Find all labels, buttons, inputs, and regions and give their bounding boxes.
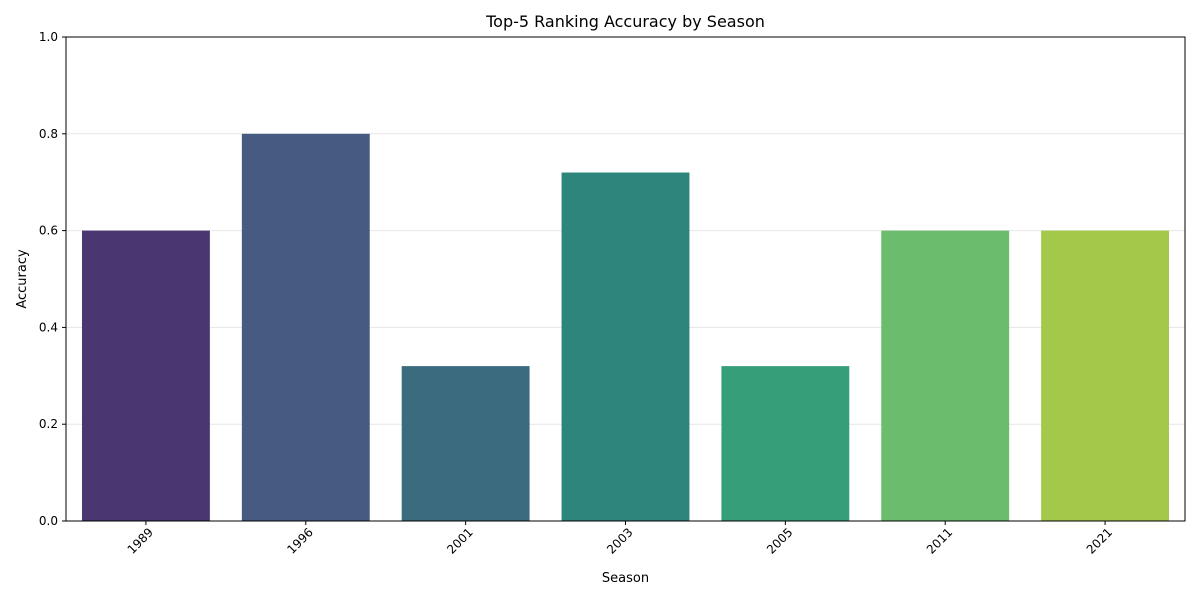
chart-title: Top-5 Ranking Accuracy by Season: [485, 12, 765, 31]
x-tick-label: 2003: [604, 525, 635, 556]
x-tick-label: 2001: [444, 525, 475, 556]
bars: [81, 133, 1170, 522]
y-tick-label: 1.0: [39, 30, 58, 44]
y-tick-label: 0.8: [39, 127, 58, 141]
bar-1996: [241, 133, 370, 522]
x-tick-label: 2005: [764, 525, 795, 556]
y-tick-label: 0.2: [39, 417, 58, 431]
bar-2011: [881, 230, 1010, 521]
bar-2001: [401, 366, 530, 521]
y-axis-ticks: 0.0 0.2 0.4 0.6 0.8 1.0: [39, 30, 66, 528]
x-tick-label: 2011: [924, 525, 955, 556]
bar-2021: [1041, 230, 1170, 521]
y-axis-label: Accuracy: [15, 249, 30, 309]
y-tick-label: 0.6: [39, 224, 58, 238]
y-tick-label: 0.0: [39, 514, 58, 528]
x-tick-label: 1989: [125, 525, 156, 556]
bar-1989: [81, 230, 210, 521]
x-tick-label: 2021: [1084, 525, 1115, 556]
x-tick-label: 1996: [284, 525, 315, 556]
x-axis-ticks: 1989 1996 2001 2003 2005 2011 2021: [125, 521, 1115, 557]
bar-2003: [561, 172, 690, 521]
y-tick-label: 0.4: [39, 320, 58, 334]
x-axis-label: Season: [602, 571, 649, 586]
bar-2005: [721, 366, 850, 521]
